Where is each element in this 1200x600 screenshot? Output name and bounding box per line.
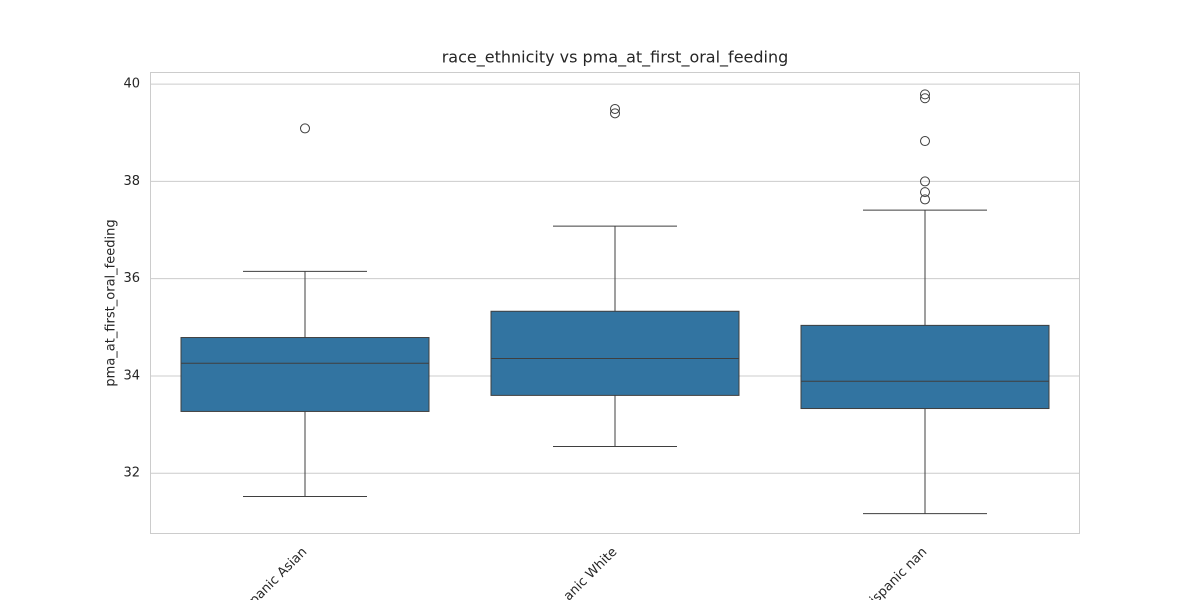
y-tick-label: 40: [123, 77, 140, 92]
x-tick-label: ispanic nan: [867, 545, 930, 600]
y-tick-label: 38: [123, 174, 140, 189]
outlier: [920, 187, 930, 198]
y-tick-label: 32: [123, 466, 140, 481]
outlier: [920, 93, 930, 104]
x-tick-label: panic Asian: [247, 545, 311, 600]
x-tick-label: anic White: [561, 545, 620, 600]
y-tick-label: 36: [123, 271, 140, 286]
outlier: [920, 176, 930, 187]
box: [180, 337, 430, 412]
y-axis-label: pma_at_first_oral_feeding: [104, 219, 119, 386]
outlier: [610, 103, 620, 114]
chart-title: race_ethnicity vs pma_at_first_oral_feed…: [442, 48, 789, 68]
outlier: [920, 136, 930, 147]
y-tick-label: 34: [123, 368, 140, 383]
box: [490, 310, 740, 396]
box: [800, 324, 1050, 410]
outlier: [300, 123, 310, 134]
outlier: [920, 89, 930, 100]
outlier: [920, 194, 930, 205]
outlier: [610, 108, 620, 119]
